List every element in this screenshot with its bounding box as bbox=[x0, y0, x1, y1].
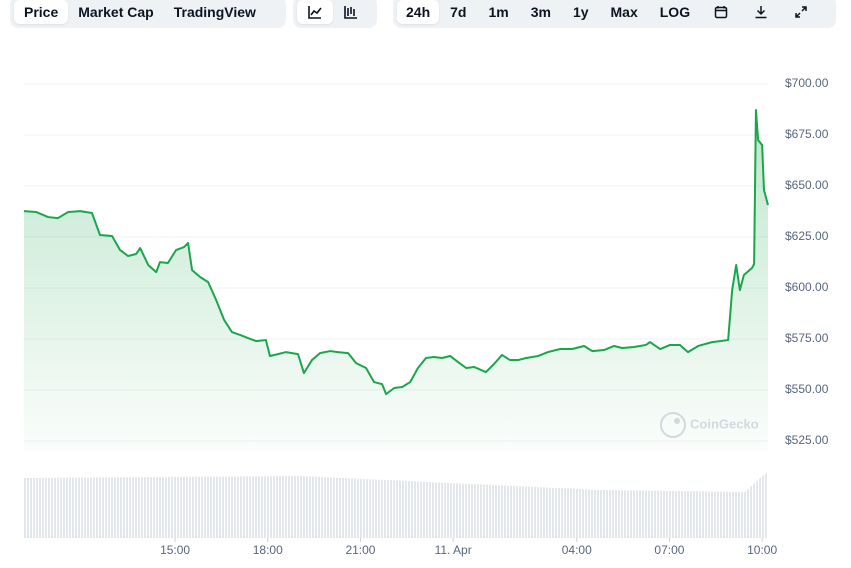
download-button[interactable] bbox=[741, 0, 781, 24]
log-button[interactable]: LOG bbox=[659, 4, 691, 20]
tab-button[interactable]: Market Cap bbox=[78, 4, 154, 20]
x-tick-label: 04:00 bbox=[562, 543, 592, 557]
area-fill bbox=[24, 109, 768, 450]
candle-icon bbox=[344, 6, 357, 19]
tab-button[interactable]: Price bbox=[14, 0, 69, 24]
x-tick-label: 21:00 bbox=[345, 543, 375, 557]
range-button[interactable]: 24h bbox=[397, 0, 440, 24]
x-tick-label: 15:00 bbox=[160, 543, 190, 557]
tab-button[interactable]: TradingView bbox=[173, 4, 256, 20]
y-tick-label: $525.00 bbox=[785, 433, 829, 447]
x-tick-label: 07:00 bbox=[654, 543, 684, 557]
y-tick-label: $625.00 bbox=[785, 229, 829, 243]
x-tick-label: 10:00 bbox=[747, 543, 777, 557]
y-tick-label: $675.00 bbox=[785, 127, 829, 141]
range-button[interactable]: Max bbox=[610, 4, 638, 20]
chart-type-group bbox=[293, 0, 377, 28]
range-button[interactable]: 1y bbox=[572, 4, 589, 20]
range-button[interactable]: 7d bbox=[450, 4, 467, 20]
volume-band bbox=[24, 472, 768, 538]
y-tick-label: $575.00 bbox=[785, 331, 829, 345]
y-tick-label: $700.00 bbox=[785, 76, 829, 90]
range-group: 24h 7d 1m 3m 1y Max LOG bbox=[393, 0, 836, 28]
x-tick-label: 18:00 bbox=[253, 543, 283, 557]
calendar-icon bbox=[714, 6, 728, 19]
download-icon bbox=[755, 6, 767, 19]
expand-icon bbox=[795, 6, 807, 18]
x-tick-label: 11. Apr bbox=[435, 543, 472, 557]
y-tick-label: $650.00 bbox=[785, 178, 829, 192]
range-button[interactable]: 3m bbox=[530, 4, 551, 20]
calendar-button[interactable] bbox=[701, 0, 741, 24]
y-tick-label: $600.00 bbox=[785, 280, 829, 294]
candle-chart-button[interactable] bbox=[333, 0, 369, 24]
line-icon bbox=[308, 6, 322, 19]
fullscreen-button[interactable] bbox=[781, 0, 821, 24]
price-line bbox=[23, 108, 769, 396]
y-tick-label: $550.00 bbox=[785, 382, 829, 396]
watermark: CoinGecko bbox=[660, 412, 759, 438]
tab-group: Price Market Cap TradingView bbox=[10, 0, 286, 28]
range-button[interactable]: 1m bbox=[488, 4, 509, 20]
watermark-text: CoinGecko bbox=[690, 416, 759, 431]
line-chart-button[interactable] bbox=[297, 0, 333, 24]
